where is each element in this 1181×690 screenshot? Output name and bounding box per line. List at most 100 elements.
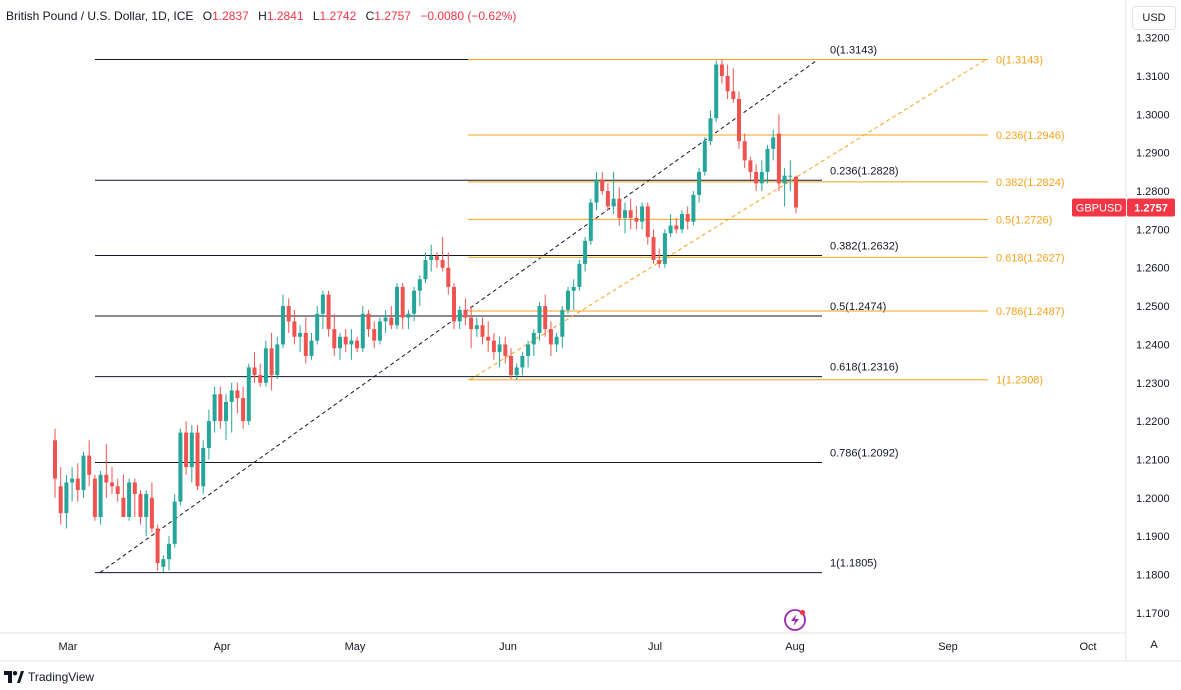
candle [623,202,627,234]
candle [235,382,240,414]
candle [645,202,650,245]
candle [224,394,228,441]
fib-black-label: 0(1.3143) [830,45,877,57]
candle [514,363,519,380]
fib-black-label: 1(1.1805) [830,558,877,570]
price-tick-label: 1.3000 [1136,109,1170,121]
candle [149,482,154,533]
replay-icon[interactable] [784,609,806,631]
candle [184,421,189,475]
candle [292,309,297,345]
auto-scale-button[interactable]: A [1150,639,1158,651]
price-tick-label: 1.3100 [1136,71,1170,83]
tradingview-logo-icon [4,671,24,683]
candle [600,171,605,195]
candle [269,332,274,391]
fib-orange-label: 0.786(1.2487) [996,306,1065,318]
candle [594,171,599,211]
candle [657,248,662,268]
price-tag-group: GBPUSD 1.2757 [1072,198,1175,217]
candle [697,168,702,203]
candle [509,348,513,379]
close-label: C [365,9,375,23]
candle [560,306,565,349]
currency-button[interactable]: USD [1132,6,1176,30]
candle [320,290,325,330]
candle [110,467,114,494]
candle [303,317,308,364]
candle [662,229,667,268]
candle [765,145,770,184]
candle [611,171,616,215]
candle [332,313,337,356]
candle [617,187,622,226]
price-tag-label: 1.2757 [1134,203,1168,215]
candle [520,352,525,376]
candle [87,440,92,487]
candle [349,329,354,360]
candle [782,168,787,207]
candle [389,306,394,330]
candle [298,325,303,353]
price-tick-label: 1.2800 [1136,186,1170,198]
candle [548,321,553,356]
candle [241,386,246,429]
time-axis: Mar Apr May Jun Jul Aug Sep Oct [0,632,1181,662]
candle [674,217,679,234]
candle [104,444,109,498]
candle [121,474,126,517]
candle [115,478,120,502]
price-axis: 1.3200 1.3100 1.3000 1.2900 1.2800 1.2700 1.26… [1125,0,1170,660]
candle [70,467,75,502]
candle [469,306,474,349]
candle [326,290,331,337]
candle [286,298,291,333]
candle [315,306,320,345]
candle [725,64,730,100]
candle [81,451,86,498]
candle [246,363,251,425]
price-tick-label: 1.2500 [1136,301,1170,313]
time-tick-label: Sep [938,641,958,653]
candle [343,329,348,353]
candle [685,206,690,230]
fib-black-label: 0.786(1.2092) [830,448,899,460]
candle [189,424,194,483]
time-tick-label: Apr [213,641,230,653]
candle [640,202,645,230]
fib-orange-label: 1(1.2308) [996,375,1043,387]
time-tick-label: Oct [1079,641,1096,653]
high-value: 1.2841 [266,9,304,23]
price-tick-label: 1.2600 [1136,263,1170,275]
candle [566,286,570,314]
candle [503,336,508,364]
candle [412,286,417,322]
candle [719,59,724,84]
candle [338,332,342,360]
price-tick-label: 1.2900 [1136,148,1170,160]
price-tick-label: 1.2300 [1136,378,1170,390]
candle [771,129,776,161]
candle [75,463,80,502]
candle [400,283,405,330]
candle [588,198,593,245]
candle [691,191,696,226]
symbol-title: British Pound / U.S. Dollar, 1D, ICE [6,9,194,23]
candle [571,279,576,310]
candle [138,490,143,525]
candle [366,309,371,337]
candle [440,237,445,272]
fib-black-label: 0.5(1.2474) [830,301,886,313]
candles [53,59,798,573]
candle [731,68,736,103]
time-tick-label: Aug [785,641,805,653]
candle [212,386,217,433]
candle [58,467,63,525]
price-tick-label: 1.3200 [1136,33,1170,45]
fib-orange-label: 0.382(1.2824) [996,177,1065,189]
candle [702,137,707,176]
candle [309,332,314,360]
candle [651,229,656,264]
candle [281,294,285,349]
